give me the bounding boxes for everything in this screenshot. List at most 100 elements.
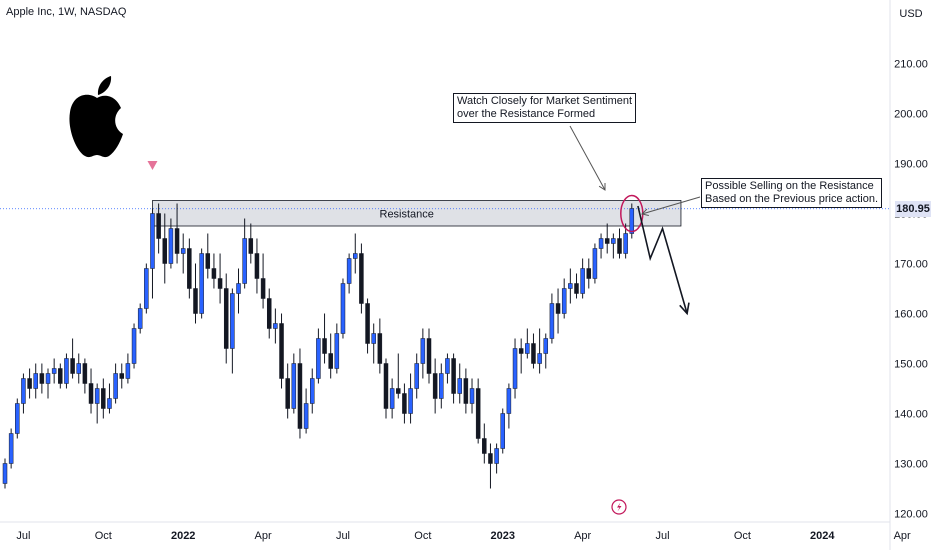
candle-body[interactable]: [21, 378, 26, 404]
candle-body[interactable]: [174, 228, 180, 254]
candle-body[interactable]: [340, 283, 346, 334]
candle-body[interactable]: [353, 253, 358, 259]
candle-body[interactable]: [359, 253, 364, 304]
candle-body[interactable]: [8, 433, 14, 464]
candle-body[interactable]: [76, 363, 81, 374]
candle-body[interactable]: [125, 363, 131, 379]
candle-body[interactable]: [488, 453, 493, 464]
candle-body[interactable]: [598, 238, 604, 249]
candle-body[interactable]: [45, 373, 51, 384]
candle-body[interactable]: [568, 283, 573, 289]
candle-body[interactable]: [162, 238, 168, 264]
candle-body[interactable]: [168, 228, 174, 264]
candle-body[interactable]: [119, 373, 125, 379]
candle-body[interactable]: [236, 283, 241, 294]
candle-body[interactable]: [371, 333, 376, 344]
candle-body[interactable]: [242, 238, 247, 284]
candle-body[interactable]: [199, 253, 204, 314]
candle-body[interactable]: [217, 278, 223, 289]
candle-body[interactable]: [414, 363, 419, 389]
candle-body[interactable]: [439, 373, 444, 399]
candle-body[interactable]: [51, 368, 57, 374]
candle-body[interactable]: [592, 248, 598, 279]
candle-body[interactable]: [482, 438, 487, 454]
candle-body[interactable]: [383, 363, 389, 409]
candle-body[interactable]: [27, 378, 32, 389]
candle-body[interactable]: [396, 388, 401, 394]
candle-body[interactable]: [223, 288, 229, 349]
candle-body[interactable]: [322, 338, 327, 354]
candle-body[interactable]: [285, 378, 290, 409]
candle-body[interactable]: [64, 358, 69, 384]
candle-body[interactable]: [623, 233, 628, 254]
candle-body[interactable]: [291, 363, 297, 409]
candle-body[interactable]: [457, 378, 462, 394]
candle-body[interactable]: [365, 303, 370, 344]
candle-body[interactable]: [260, 278, 266, 299]
candle-body[interactable]: [580, 268, 585, 294]
candle-body[interactable]: [506, 388, 512, 414]
candle-body[interactable]: [426, 338, 432, 374]
candle-body[interactable]: [303, 403, 309, 429]
candle-body[interactable]: [310, 378, 315, 404]
candle-body[interactable]: [33, 373, 38, 389]
candle-body[interactable]: [131, 328, 137, 364]
candle-body[interactable]: [113, 373, 118, 399]
candle-body[interactable]: [463, 378, 469, 404]
candle-body[interactable]: [518, 348, 524, 354]
candle-body[interactable]: [604, 238, 610, 244]
candle-body[interactable]: [2, 463, 8, 484]
candle-body[interactable]: [193, 288, 198, 314]
candle-body[interactable]: [555, 303, 561, 314]
candle-body[interactable]: [230, 293, 235, 349]
annotation-possible-selling[interactable]: Possible Selling on the Resistance Based…: [701, 178, 883, 208]
candle-body[interactable]: [561, 288, 567, 314]
candle-body[interactable]: [107, 398, 112, 409]
candle-body[interactable]: [279, 323, 284, 379]
candle-body[interactable]: [187, 248, 192, 289]
candle-body[interactable]: [543, 338, 549, 354]
candle-body[interactable]: [266, 298, 272, 329]
candle-body[interactable]: [432, 373, 438, 399]
candle-body[interactable]: [629, 208, 635, 234]
candle-body[interactable]: [15, 403, 20, 434]
candle-body[interactable]: [586, 268, 592, 279]
candle-body[interactable]: [254, 253, 260, 279]
candle-body[interactable]: [512, 348, 518, 389]
candle-body[interactable]: [408, 388, 413, 414]
candle-body[interactable]: [144, 268, 149, 309]
candle-body[interactable]: [205, 253, 211, 269]
candle-body[interactable]: [211, 268, 217, 279]
candle-body[interactable]: [137, 308, 143, 329]
candle-body[interactable]: [248, 238, 254, 254]
candle-body[interactable]: [82, 363, 88, 384]
candle-body[interactable]: [101, 388, 106, 409]
candle-body[interactable]: [180, 248, 186, 254]
candle-body[interactable]: [451, 358, 456, 394]
candle-body[interactable]: [297, 363, 303, 429]
candle-body[interactable]: [273, 323, 278, 329]
candle-body[interactable]: [88, 383, 94, 404]
candle-body[interactable]: [402, 393, 407, 414]
candle-body[interactable]: [94, 388, 100, 404]
candle-body[interactable]: [334, 333, 340, 369]
candle-body[interactable]: [574, 283, 579, 294]
candle-body[interactable]: [389, 388, 395, 409]
candle-body[interactable]: [525, 343, 530, 354]
candle-body[interactable]: [377, 333, 383, 364]
candle-body[interactable]: [475, 388, 481, 439]
annotation-market-sentiment[interactable]: Watch Closely for Market Sentiment over …: [453, 93, 637, 123]
candle-body[interactable]: [328, 353, 333, 369]
resistance-zone[interactable]: [152, 200, 682, 227]
candle-body[interactable]: [611, 238, 616, 244]
candle-body[interactable]: [346, 258, 352, 284]
candle-body[interactable]: [156, 213, 161, 239]
candle-body[interactable]: [617, 238, 622, 254]
candle-body[interactable]: [39, 373, 45, 384]
candle-body[interactable]: [316, 338, 321, 379]
candle-body[interactable]: [494, 448, 499, 464]
candle-body[interactable]: [420, 338, 426, 364]
candle-body[interactable]: [549, 303, 555, 339]
candle-body[interactable]: [531, 343, 536, 364]
candle-body[interactable]: [58, 368, 63, 384]
